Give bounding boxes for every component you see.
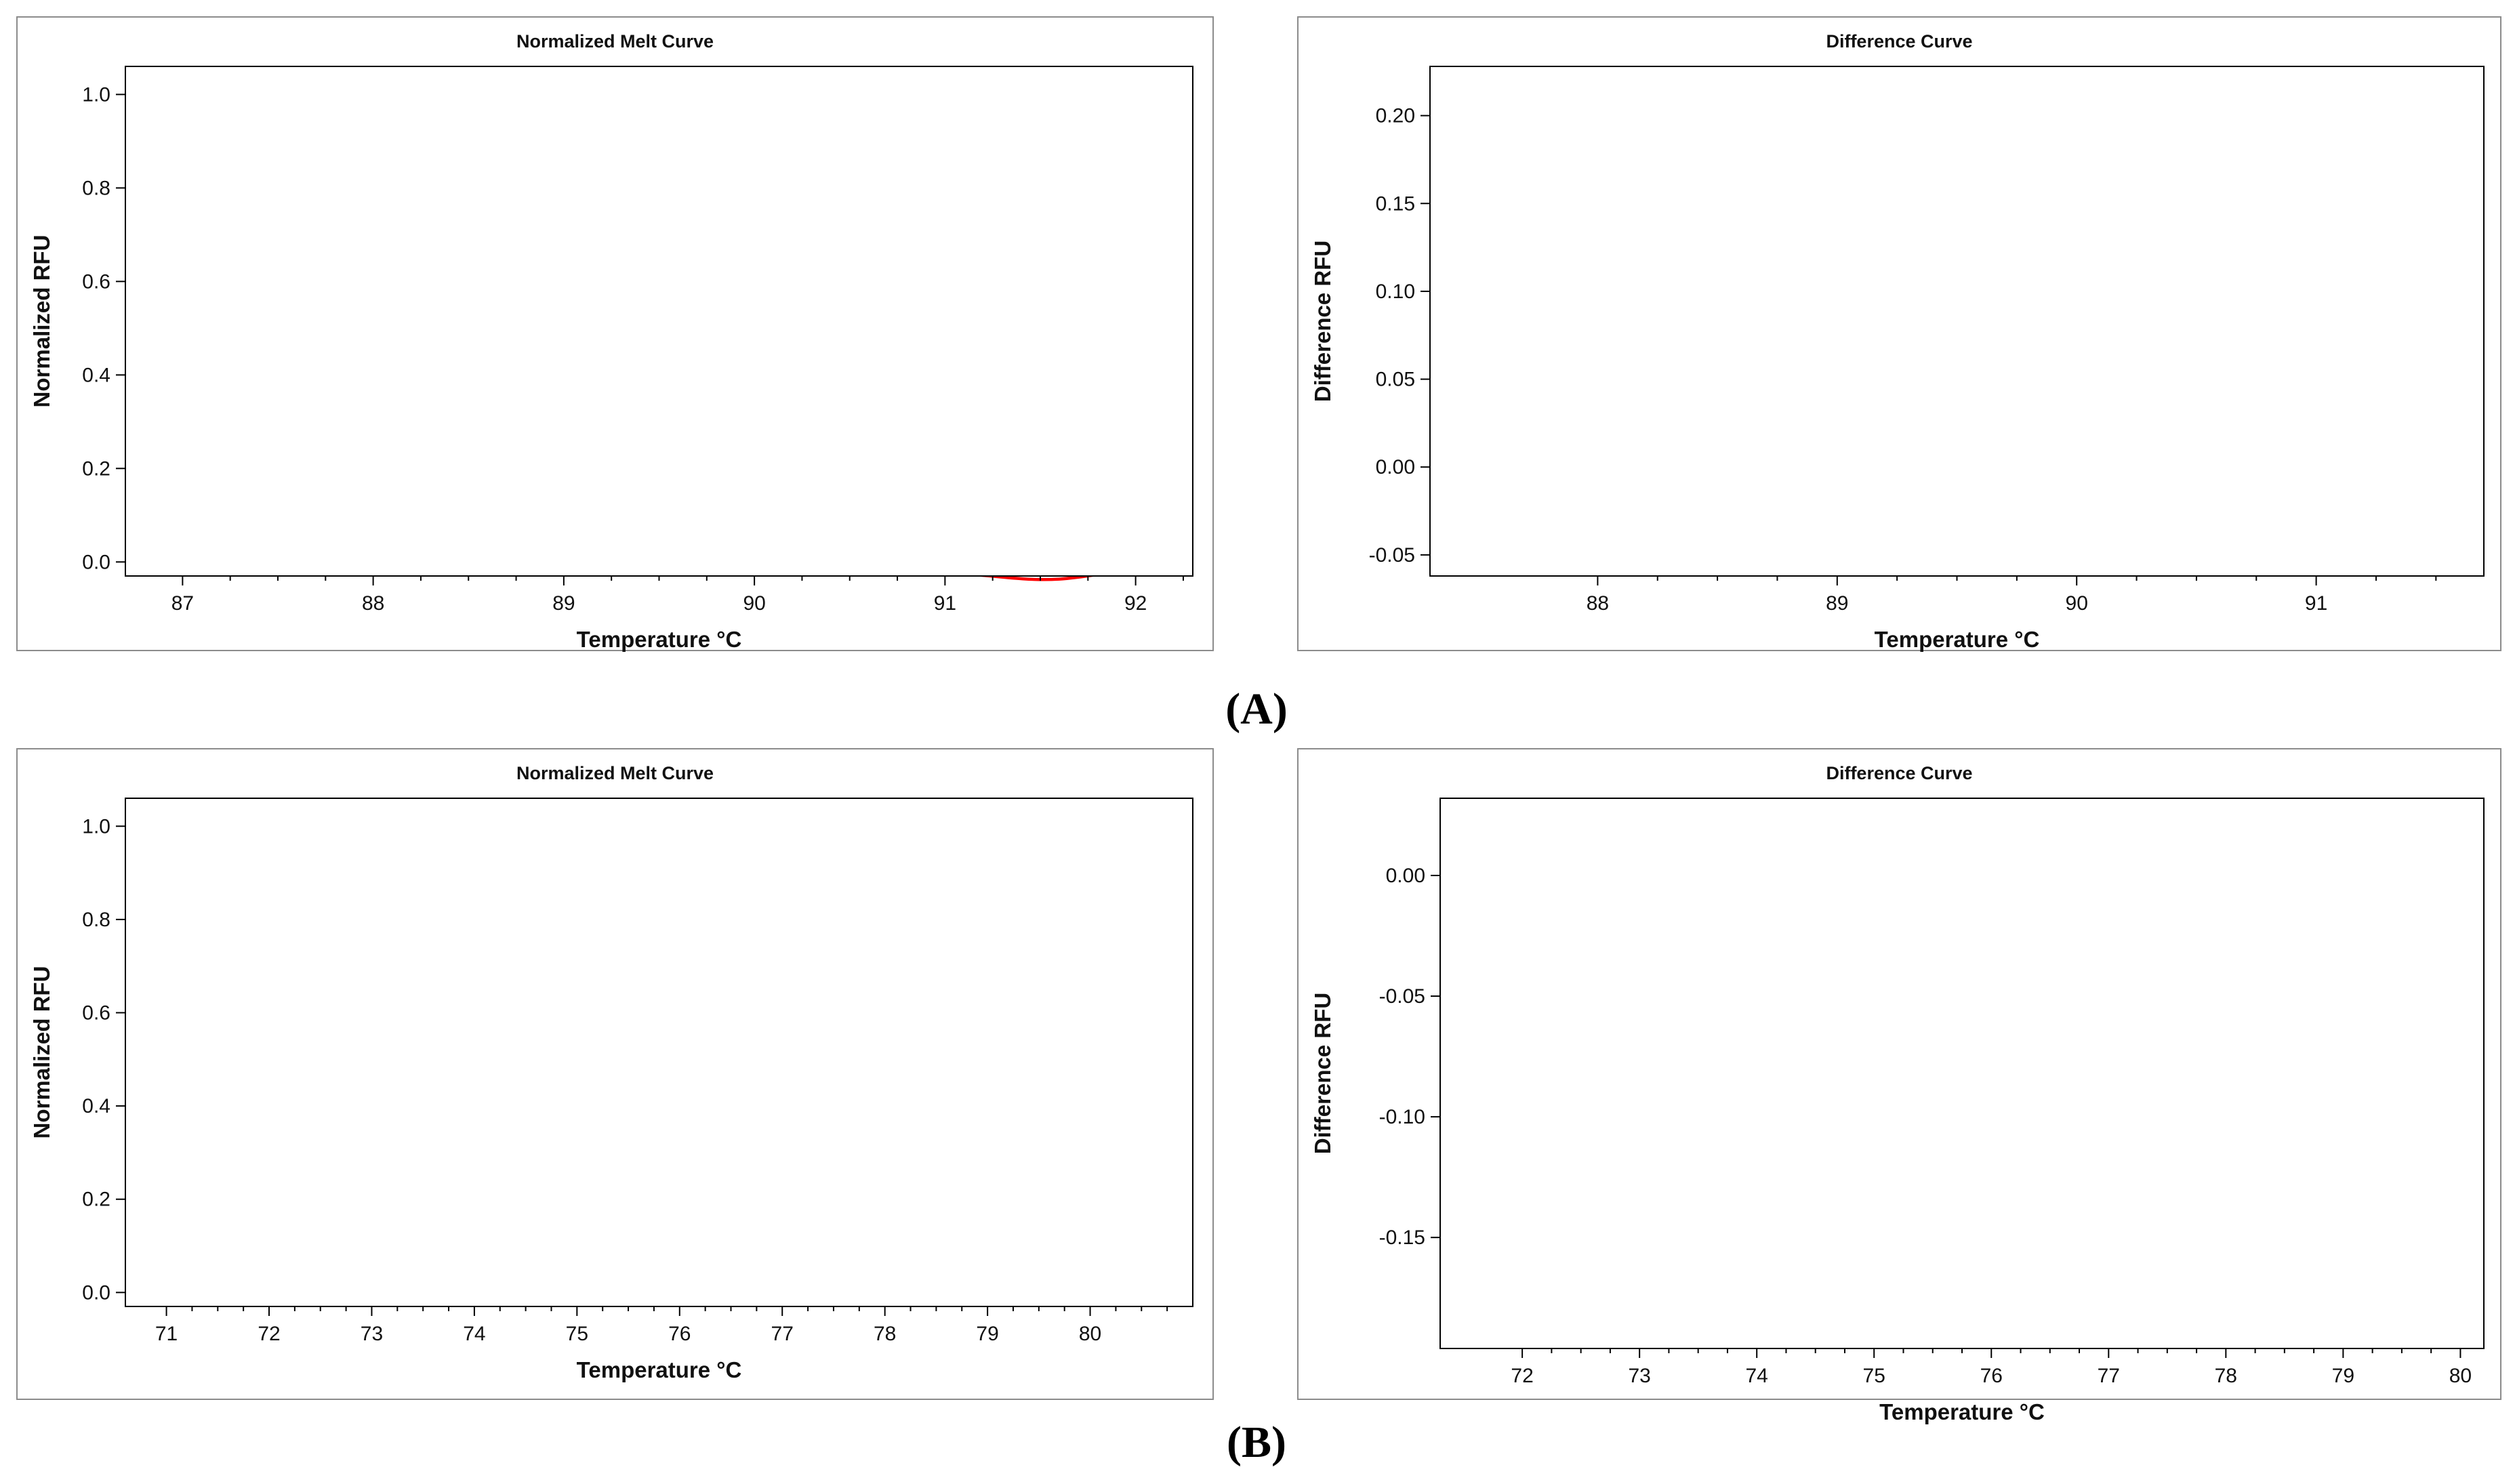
x-tick-label: 91 — [934, 592, 956, 615]
y-tick-label: 0.6 — [82, 270, 110, 293]
y-tick-label: 0.2 — [82, 1189, 110, 1211]
x-tick-label: 79 — [2332, 1365, 2354, 1387]
x-tick-label: 88 — [362, 592, 384, 615]
chart-panel-B-diff: Difference Curve 72 73 74 75 76 77 78 79 80 -0.15 -… — [1297, 748, 2501, 1424]
x-tick-label: 89 — [1826, 592, 1848, 615]
chart-title: Normalized Melt Curve — [516, 31, 714, 51]
y-tick-label: 1.0 — [82, 83, 110, 106]
x-tick-label: 78 — [874, 1323, 896, 1345]
x-axis-label: Temperature °C — [577, 627, 742, 652]
x-tick-label: 71 — [155, 1323, 178, 1345]
y-tick-label: 0.10 — [1376, 281, 1415, 303]
chart-title: Difference Curve — [1826, 31, 1972, 51]
panel-label-b: (B) — [1227, 1418, 1286, 1467]
y-tick-label: -0.10 — [1379, 1106, 1425, 1128]
y-axis-label: Normalized RFU — [29, 966, 54, 1139]
y-tick-label: -0.05 — [1379, 985, 1425, 1008]
y-axis-label: Normalized RFU — [29, 235, 54, 408]
y-tick-label: 1.0 — [82, 815, 110, 838]
x-axis-label: Temperature °C — [1879, 1399, 2045, 1424]
y-tick-label: 0.4 — [82, 364, 110, 386]
y-tick-label: 0.0 — [82, 551, 110, 573]
x-tick-label: 75 — [566, 1323, 588, 1345]
x-tick-label: 78 — [2215, 1365, 2237, 1387]
x-tick-label: 92 — [1124, 592, 1147, 615]
x-tick-label: 75 — [1863, 1365, 1885, 1387]
x-tick-label: 76 — [668, 1323, 691, 1345]
chart-panel-A-diff: Difference Curve 88 89 90 91 -0.05 0.00 0.05 0.1… — [1297, 16, 2501, 652]
y-axis-label: Difference RFU — [1310, 993, 1335, 1154]
x-tick-label: 74 — [1746, 1365, 1768, 1387]
chart-panel-A-melt: Normalized Melt Curve 87 88 89 90 91 92 0.0 0.2 0… — [16, 16, 1214, 652]
chart-title: Difference Curve — [1826, 763, 1972, 783]
plot-border — [125, 798, 1193, 1307]
plot-border — [1429, 66, 2485, 577]
y-tick-label: 0.6 — [82, 1002, 110, 1025]
x-tick-label: 79 — [976, 1323, 998, 1345]
x-tick-label: 90 — [743, 592, 765, 615]
x-tick-label: 74 — [463, 1323, 485, 1345]
x-axis-label: Temperature °C — [577, 1357, 742, 1382]
x-tick-label: 80 — [2449, 1365, 2472, 1387]
y-tick-label: 0.2 — [82, 457, 110, 480]
x-tick-label: 89 — [552, 592, 575, 615]
plot-border — [125, 66, 1193, 577]
y-tick-label: 0.00 — [1376, 456, 1415, 478]
y-tick-label: 0.4 — [82, 1095, 110, 1117]
y-tick-label: 0.15 — [1376, 192, 1415, 215]
plot-border — [1439, 798, 2485, 1349]
y-tick-label: 0.05 — [1376, 369, 1415, 391]
x-tick-label: 77 — [2098, 1365, 2120, 1387]
chart-title: Normalized Melt Curve — [516, 763, 714, 783]
x-tick-label: 87 — [171, 592, 194, 615]
x-tick-label: 91 — [2305, 592, 2327, 615]
x-tick-label: 72 — [1511, 1365, 1533, 1387]
y-axis-label: Difference RFU — [1310, 241, 1335, 402]
x-tick-label: 72 — [258, 1323, 280, 1345]
y-tick-label: 0.8 — [82, 177, 110, 199]
y-tick-label: 0.0 — [82, 1281, 110, 1304]
x-tick-label: 80 — [1079, 1323, 1101, 1345]
y-tick-label: 0.00 — [1386, 865, 1425, 887]
y-tick-label: 0.8 — [82, 909, 110, 931]
y-tick-label: 0.20 — [1376, 105, 1415, 127]
x-tick-label: 73 — [361, 1323, 383, 1345]
x-tick-label: 76 — [1980, 1365, 2003, 1387]
x-tick-label: 90 — [2066, 592, 2088, 615]
x-tick-label: 73 — [1628, 1365, 1650, 1387]
panel-label-a: (A) — [1225, 684, 1288, 734]
x-tick-label: 77 — [771, 1323, 794, 1345]
x-tick-label: 88 — [1587, 592, 1609, 615]
y-tick-label: -0.15 — [1379, 1227, 1425, 1249]
y-tick-label: -0.05 — [1369, 544, 1415, 566]
x-axis-label: Temperature °C — [1875, 627, 2040, 652]
chart-panel-B-melt: Normalized Melt Curve 71 72 73 74 75 76 77 78 79 8… — [16, 748, 1214, 1400]
